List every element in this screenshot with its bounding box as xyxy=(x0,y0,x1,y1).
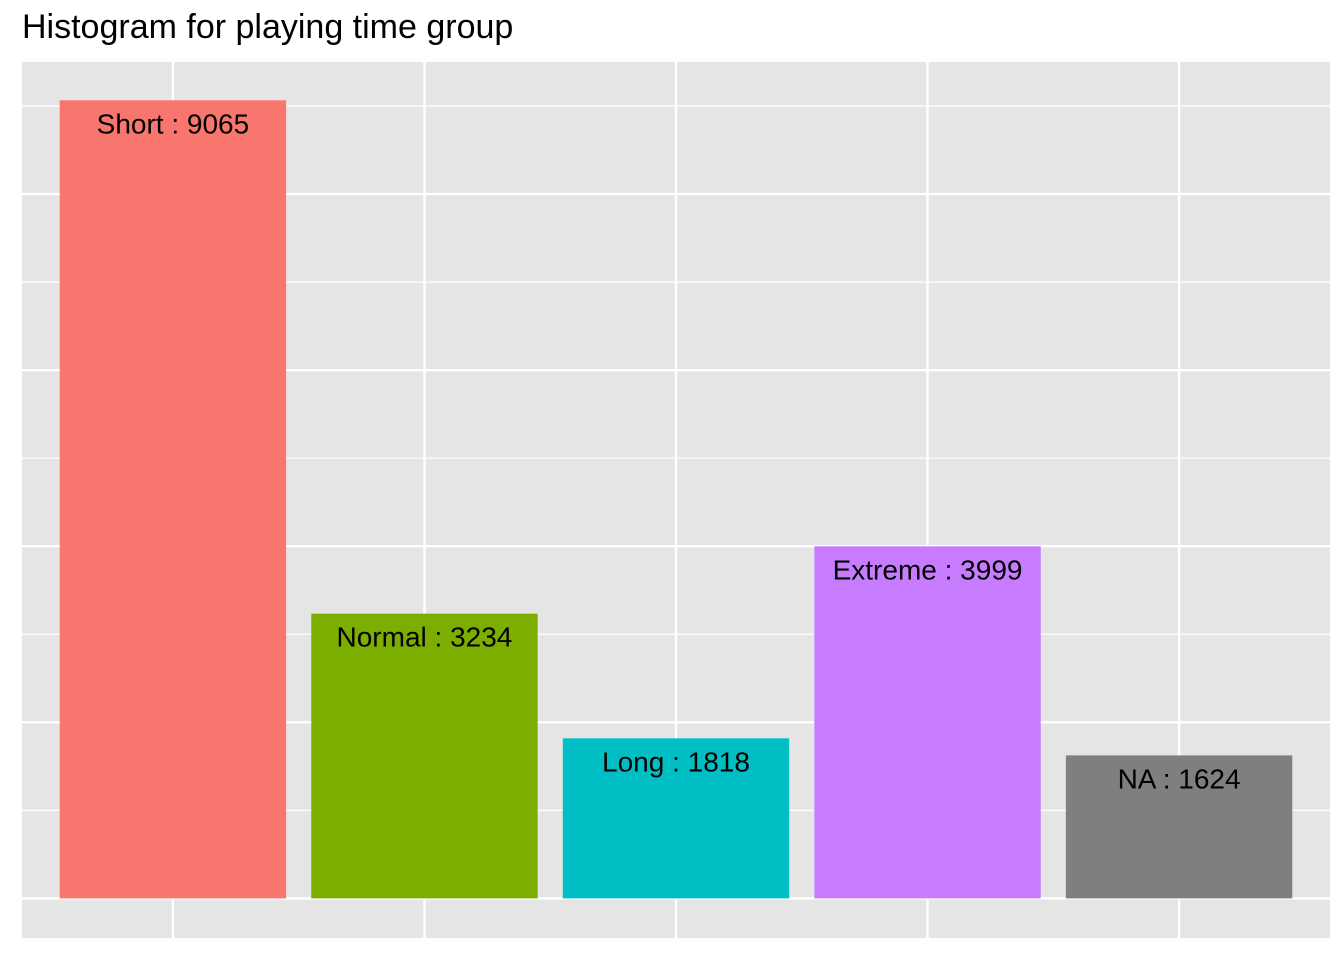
bar-label-short: Short : 9065 xyxy=(97,108,250,139)
bar-label-na: NA : 1624 xyxy=(1118,763,1241,794)
bar-label-long: Long : 1818 xyxy=(602,746,750,777)
chart-title: Histogram for playing time group xyxy=(22,8,514,46)
bar-long xyxy=(562,738,790,899)
bar-label-normal: Normal : 3234 xyxy=(337,622,513,653)
bar-extreme xyxy=(814,546,1041,899)
bar-na xyxy=(1065,755,1293,899)
bar-labels-group: Short : 9065 Normal : 3234 Long : 1818 Extr… xyxy=(97,108,1241,794)
bars-group xyxy=(59,100,1293,899)
bar-short xyxy=(59,100,287,899)
bar-label-extreme: Extreme : 3999 xyxy=(833,554,1023,585)
bar-normal xyxy=(311,613,538,899)
